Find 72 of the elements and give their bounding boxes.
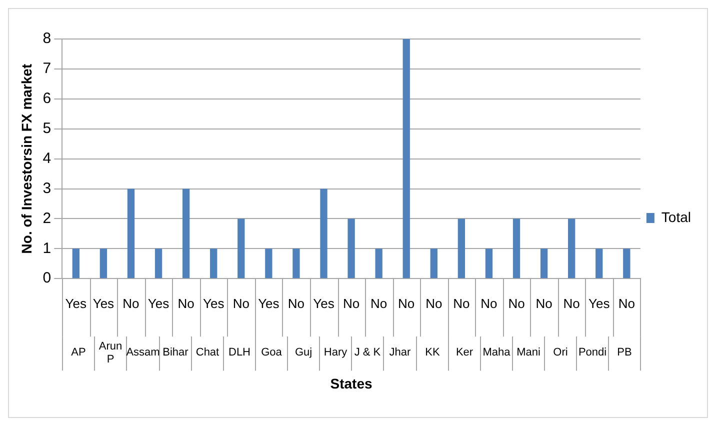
y-tick-label: 6 <box>42 90 52 108</box>
text: DLH <box>228 346 251 359</box>
x-tick-label: Yes <box>258 296 280 311</box>
x-tick-label: No <box>618 296 635 311</box>
y-tick-label: 2 <box>42 210 52 227</box>
y-tick-label: 7 <box>42 60 52 78</box>
text: Mani <box>516 346 540 359</box>
text: Jhar <box>389 346 412 359</box>
bar <box>182 188 190 278</box>
text: Goa <box>261 346 283 359</box>
text: KK <box>425 346 440 359</box>
x-tick-label: No <box>508 296 525 311</box>
text: Pondi <box>578 346 607 359</box>
x-axis-title: States <box>330 375 373 392</box>
bar <box>402 39 410 278</box>
bar <box>512 218 520 278</box>
x-tick-label: Yes <box>148 296 170 311</box>
text: Ker <box>456 346 474 359</box>
text: AP <box>71 346 86 359</box>
text: Maha <box>482 346 512 359</box>
bar <box>292 248 300 278</box>
text: Ori <box>553 346 568 359</box>
bar <box>210 248 218 278</box>
bar <box>348 218 355 278</box>
bar <box>430 248 438 278</box>
bar <box>540 248 548 278</box>
x-tick-label: No <box>342 296 360 311</box>
x-tick-label: Yes <box>588 296 610 311</box>
bar <box>238 218 245 278</box>
x-tick-label: No <box>480 296 498 311</box>
x-tick-label: Yes <box>202 296 225 311</box>
text: Chat <box>196 346 220 359</box>
x-tick-label: No <box>122 296 140 311</box>
y-axis-title: No. of Investorsin FX market <box>18 64 34 254</box>
y-tick-label: 0 <box>42 270 52 287</box>
bar <box>72 248 80 278</box>
x-tick-label: No <box>370 296 388 311</box>
y-tick-label: 5 <box>42 120 52 137</box>
x-tick-label: Yes <box>313 296 335 311</box>
x-tick-label: No <box>178 296 194 311</box>
bar <box>568 218 576 278</box>
y-tick-label: 3 <box>42 180 52 197</box>
x-tick-label: No <box>536 296 552 311</box>
x-tick-label: Yes <box>65 296 88 311</box>
text: Arun P <box>98 340 122 366</box>
text: PB <box>617 346 632 359</box>
x-tick-label: No <box>398 296 415 311</box>
x-tick-label: No <box>232 296 250 311</box>
bar <box>320 188 328 278</box>
text: J & K <box>354 346 382 359</box>
bar <box>458 218 466 278</box>
y-tick-label: 4 <box>42 150 52 167</box>
x-tick-label: No <box>563 296 580 311</box>
bar <box>485 248 493 278</box>
legend-label: Total <box>661 208 692 225</box>
bar <box>623 248 630 278</box>
text: Bihar <box>162 346 189 359</box>
x-tick-label: Yes <box>92 296 115 311</box>
bar <box>265 248 272 278</box>
x-tick-label: No <box>288 296 305 311</box>
bar <box>100 248 108 278</box>
x-tick-label: No <box>426 296 442 311</box>
bar <box>154 248 162 278</box>
y-tick-label: 1 <box>42 240 52 257</box>
bar <box>127 188 135 278</box>
text: Hary <box>324 346 348 359</box>
x-tick-label: No <box>453 296 470 311</box>
y-tick-label: 8 <box>42 30 52 48</box>
bar <box>596 248 603 278</box>
text: Guj <box>294 346 312 359</box>
bar <box>375 248 382 278</box>
text: Assam <box>126 346 160 359</box>
